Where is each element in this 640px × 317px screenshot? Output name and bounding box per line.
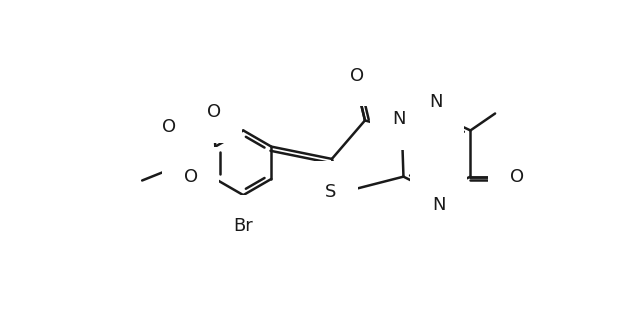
Text: O: O bbox=[350, 67, 364, 85]
Text: O: O bbox=[162, 118, 176, 136]
Text: O: O bbox=[207, 103, 221, 121]
Text: O: O bbox=[184, 168, 198, 186]
Text: N: N bbox=[429, 93, 442, 111]
Text: S: S bbox=[324, 183, 336, 201]
Text: O: O bbox=[509, 168, 524, 186]
Text: Br: Br bbox=[234, 217, 253, 235]
Text: N: N bbox=[392, 110, 406, 128]
Text: N: N bbox=[432, 196, 445, 214]
